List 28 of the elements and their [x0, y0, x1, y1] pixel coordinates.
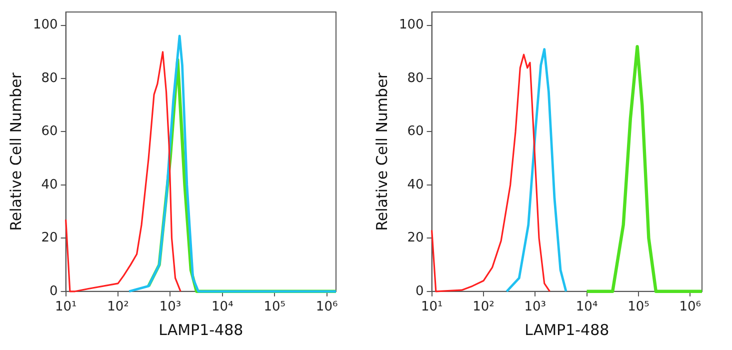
- x-axis-title: LAMP1-488: [524, 320, 610, 339]
- y-axis-title: Relative Cell Number: [372, 72, 391, 231]
- y-tick-label: 20: [41, 230, 58, 246]
- y-axis-title: Relative Cell Number: [6, 72, 25, 231]
- y-tick-label: 100: [398, 18, 424, 33]
- y-tick-label: 80: [407, 70, 424, 86]
- x-axis-title: LAMP1-488: [158, 320, 244, 339]
- x-tick-label: 10³: [159, 300, 182, 315]
- x-tick-label: 10⁵: [628, 300, 650, 315]
- y-tick-label: 0: [50, 284, 58, 299]
- x-tick-label: 10⁵: [264, 300, 286, 315]
- x-tick-label: 10⁴: [212, 300, 234, 315]
- y-tick-label: 40: [41, 177, 58, 192]
- x-tick-label: 10²: [472, 300, 494, 315]
- y-tick-label: 100: [32, 18, 58, 33]
- x-tick-label: 10⁶: [679, 300, 701, 315]
- y-tick-label: 20: [407, 230, 424, 246]
- x-tick-label: 10⁶: [316, 300, 338, 315]
- y-tick-label: 80: [41, 70, 58, 86]
- x-tick-label: 10⁴: [576, 300, 598, 315]
- y-tick-label: 60: [407, 124, 424, 140]
- x-tick-label: 10³: [524, 300, 546, 315]
- y-tick-label: 60: [41, 124, 58, 140]
- x-tick-label: 10¹: [54, 300, 77, 315]
- y-tick-label: 0: [416, 284, 424, 299]
- x-tick-label: 10¹: [420, 300, 443, 315]
- y-tick-label: 40: [407, 177, 424, 192]
- x-tick-label: 10²: [107, 300, 129, 315]
